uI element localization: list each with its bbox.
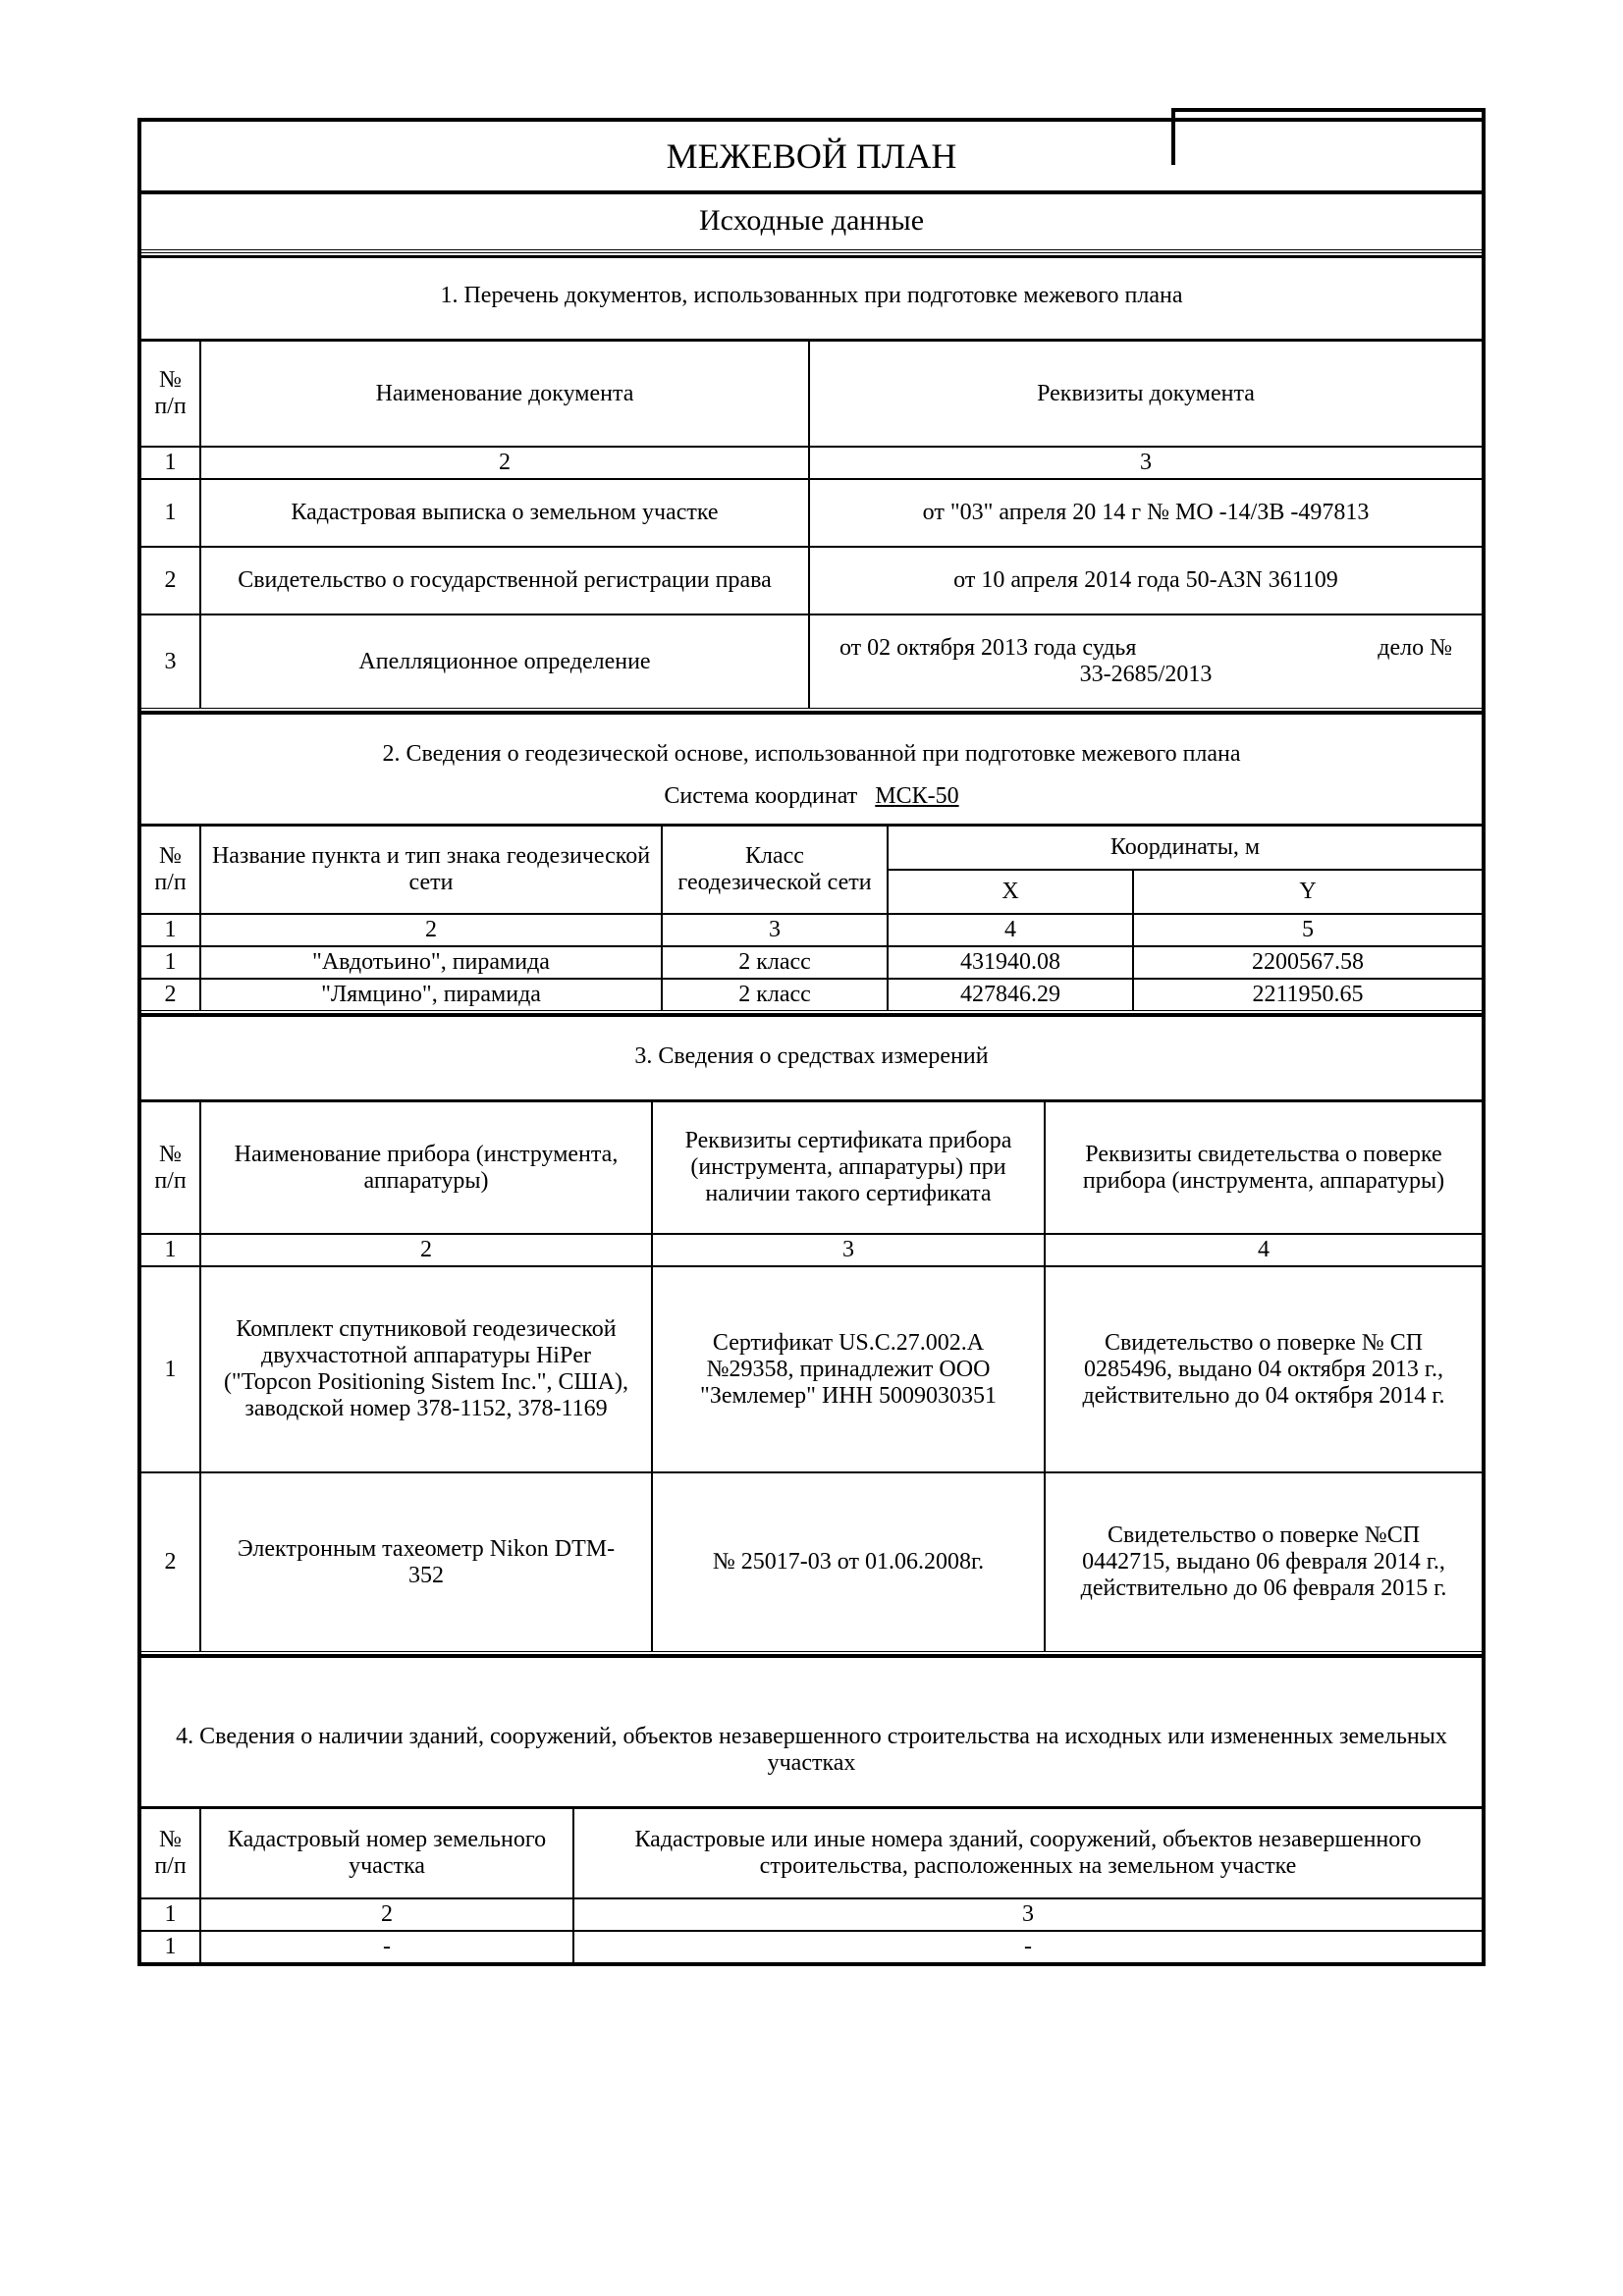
table-row: 1 Кадастровая выписка о земельном участк… [141, 479, 1482, 547]
cell: от 10 апреля 2014 года 50-АЗN 361109 [809, 547, 1482, 614]
document-frame: МЕЖЕВОЙ ПЛАН Исходные данные 1. Перечень… [137, 118, 1486, 1966]
table-number-row: 1 2 3 4 5 [141, 914, 1482, 946]
section3-table: № п/п Наименование прибора (инструмента,… [141, 1102, 1482, 1655]
col-header-cadnum: Кадастровый номер земельного участка [200, 1809, 573, 1898]
cell: 1 [141, 447, 200, 479]
cell: Сертификат US.C.27.002.A №29358, принадл… [652, 1266, 1045, 1472]
col-header-num: № п/п [141, 827, 200, 914]
col-header-x: X [888, 870, 1133, 914]
cell: 2 [141, 1472, 200, 1653]
cell: 2 класс [662, 979, 888, 1012]
table-header-row: № п/п Кадастровый номер земельного участ… [141, 1809, 1482, 1898]
section2-table: № п/п Название пункта и тип знака геодез… [141, 827, 1482, 1014]
col-header-coords: Координаты, м [888, 827, 1482, 870]
coord-system-line: Система координат МСК-50 [141, 783, 1482, 827]
cell: № 25017-03 от 01.06.2008г. [652, 1472, 1045, 1653]
cell: 2 [200, 1898, 573, 1931]
table-row: 3 Апелляционное определение от 02 октябр… [141, 614, 1482, 710]
cell: - [200, 1931, 573, 1962]
cell: 2 [200, 447, 809, 479]
cell: Свидетельство о государственной регистра… [200, 547, 809, 614]
cell: 1 [141, 479, 200, 547]
col-header-req: Реквизиты документа [809, 342, 1482, 447]
col-header-point: Название пункта и тип знака геодезическо… [200, 827, 662, 914]
cell: от 02 октября 2013 года судья дело № 33-… [809, 614, 1482, 710]
cell: 2 [141, 979, 200, 1012]
cell: 2 класс [662, 946, 888, 979]
cell: 2211950.65 [1133, 979, 1482, 1012]
table-header-row: № п/п Наименование документа Реквизиты д… [141, 342, 1482, 447]
col-header-num: № п/п [141, 1809, 200, 1898]
cell: 431940.08 [888, 946, 1133, 979]
section3-heading: 3. Сведения о средствах измерений [141, 1014, 1482, 1102]
req-left: от 02 октября 2013 года судья [839, 635, 1136, 662]
section2-heading: 2. Сведения о геодезической основе, испо… [141, 712, 1482, 783]
col-header-objects: Кадастровые или иные номера зданий, соор… [573, 1809, 1482, 1898]
cell: от "03" апреля 20 14 г № МО -14/ЗВ -4978… [809, 479, 1482, 547]
section4-table: № п/п Кадастровый номер земельного участ… [141, 1809, 1482, 1962]
table-row: 2 Свидетельство о государственной регист… [141, 547, 1482, 614]
cell: 2 [200, 1234, 652, 1266]
cell: Апелляционное определение [200, 614, 809, 710]
coord-label: Система координат [664, 783, 857, 809]
cell: - [573, 1931, 1482, 1962]
cell: 4 [888, 914, 1133, 946]
cell: 1 [141, 1931, 200, 1962]
cell: 1 [141, 1898, 200, 1931]
table-header-row: № п/п Название пункта и тип знака геодез… [141, 827, 1482, 870]
cell: 2 [200, 914, 662, 946]
cell: 1 [141, 1234, 200, 1266]
table-row: 2 Электронным тахеометр Nikon DTM-352 № … [141, 1472, 1482, 1653]
req-right: дело № [1378, 635, 1452, 662]
req-below: 33-2685/2013 [820, 662, 1472, 688]
document-subtitle: Исходные данные [141, 194, 1482, 253]
cell: 1 [141, 946, 200, 979]
col-header-device: Наименование прибора (инструмента, аппар… [200, 1102, 652, 1234]
cell: Свидетельство о поверке № СП 0285496, вы… [1045, 1266, 1482, 1472]
table-row: 1 - - [141, 1931, 1482, 1962]
cell: 3 [662, 914, 888, 946]
col-header-num: № п/п [141, 342, 200, 447]
table-header-row: № п/п Наименование прибора (инструмента,… [141, 1102, 1482, 1234]
section4-heading: 4. Сведения о наличии зданий, сооружений… [141, 1714, 1482, 1809]
cell: 3 [141, 614, 200, 710]
cell: Комплект спутниковой геодезической двухч… [200, 1266, 652, 1472]
cell: 1 [141, 1266, 200, 1472]
col-header-y: Y [1133, 870, 1482, 914]
cell: 427846.29 [888, 979, 1133, 1012]
cell: 5 [1133, 914, 1482, 946]
section1-heading: 1. Перечень документов, использованных п… [141, 253, 1482, 342]
cell: 3 [573, 1898, 1482, 1931]
cell: Электронным тахеометр Nikon DTM-352 [200, 1472, 652, 1653]
section1-table: № п/п Наименование документа Реквизиты д… [141, 342, 1482, 712]
col-header-class: Класс геодезической сети [662, 827, 888, 914]
cell: 1 [141, 914, 200, 946]
col-header-cert: Реквизиты сертификата прибора (инструмен… [652, 1102, 1045, 1234]
table-row: 1 "Авдотьино", пирамида 2 класс 431940.0… [141, 946, 1482, 979]
cell: 3 [652, 1234, 1045, 1266]
cell: Кадастровая выписка о земельном участке [200, 479, 809, 547]
coord-value: МСК-50 [875, 783, 958, 809]
cell: "Авдотьино", пирамида [200, 946, 662, 979]
col-header-docname: Наименование документа [200, 342, 809, 447]
table-row: 1 Комплект спутниковой геодезической дву… [141, 1266, 1482, 1472]
cell: 4 [1045, 1234, 1482, 1266]
top-empty-box [1171, 108, 1486, 165]
table-row: 2 "Лямцино", пирамида 2 класс 427846.29 … [141, 979, 1482, 1012]
table-number-row: 1 2 3 [141, 447, 1482, 479]
col-header-num: № п/п [141, 1102, 200, 1234]
cell: "Лямцино", пирамида [200, 979, 662, 1012]
table-number-row: 1 2 3 [141, 1898, 1482, 1931]
cell: 2200567.58 [1133, 946, 1482, 979]
cell: Свидетельство о поверке №СП 0442715, выд… [1045, 1472, 1482, 1653]
cell: 2 [141, 547, 200, 614]
col-header-ver: Реквизиты свидетельства о поверке прибор… [1045, 1102, 1482, 1234]
cell: 3 [809, 447, 1482, 479]
table-number-row: 1 2 3 4 [141, 1234, 1482, 1266]
